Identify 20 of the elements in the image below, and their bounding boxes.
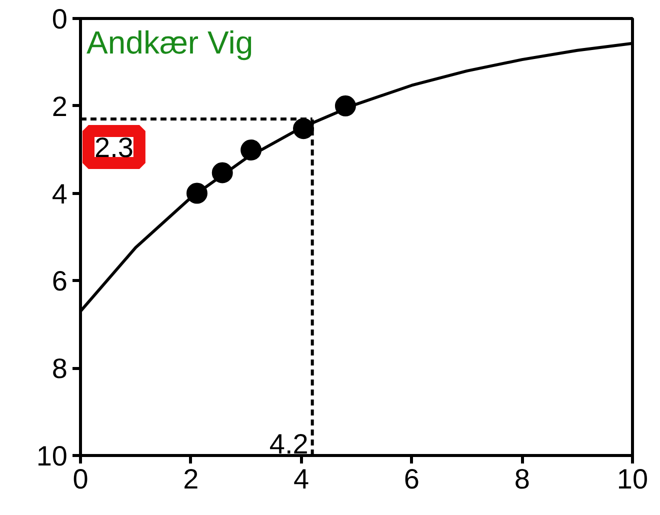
x-tick-label: 10 — [616, 464, 648, 494]
point — [212, 162, 233, 184]
point — [240, 140, 262, 161]
x-tick-label: 2 — [183, 464, 199, 494]
point — [293, 118, 314, 140]
y-tick-label: 2 — [52, 90, 68, 122]
y-tick-label: 8 — [52, 353, 68, 384]
y-tick-label: 10 — [36, 440, 68, 472]
x-tick-label: 4 — [294, 464, 310, 494]
y-tick-label: 4 — [52, 178, 68, 210]
y-tick-label: 0 — [52, 4, 68, 34]
ref-line-label: 2.3 — [94, 132, 134, 164]
ref-line-label: 4.2 — [269, 428, 308, 460]
point — [186, 182, 208, 204]
x-tick-label: 6 — [404, 464, 420, 494]
point — [334, 95, 356, 116]
y-tick-label: 6 — [52, 266, 68, 297]
x-tick-label: 8 — [514, 464, 530, 494]
x-tick-label: 0 — [72, 464, 88, 494]
chart-title: Andkær Vig — [86, 24, 254, 60]
